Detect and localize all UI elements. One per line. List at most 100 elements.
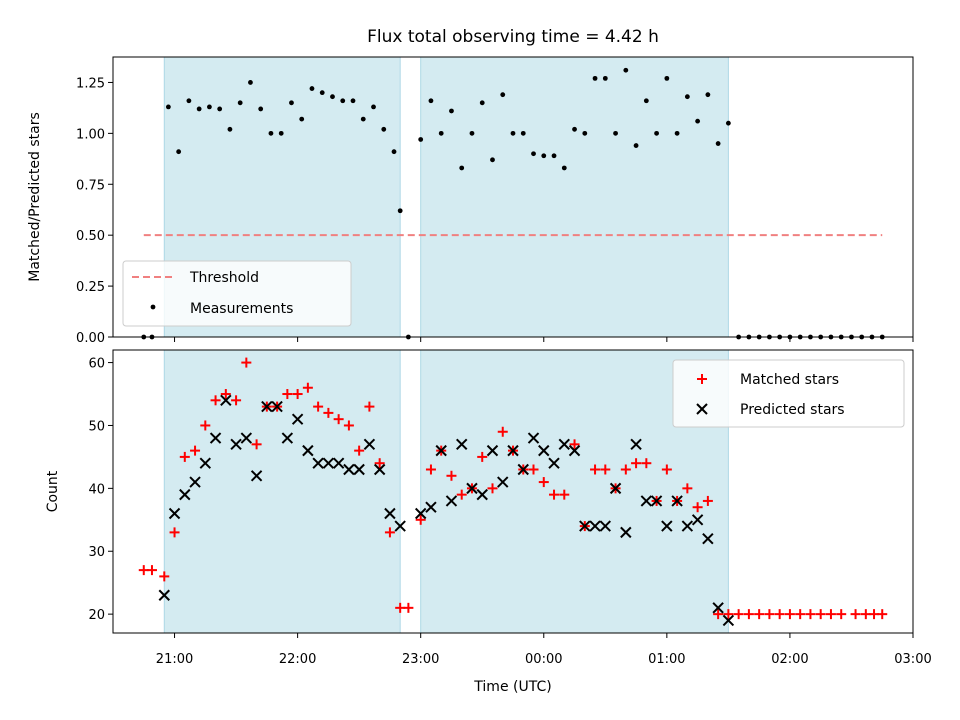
measurement-point [500, 92, 506, 98]
predicted-star-point [497, 476, 509, 488]
matched-star-point [343, 420, 354, 431]
measurement-point [165, 104, 171, 110]
predicted-star-point [414, 507, 427, 520]
count-legend-box [672, 359, 905, 428]
predicted-marker-b [220, 394, 232, 407]
matched-star-point [825, 609, 836, 620]
measurement-point [695, 118, 701, 124]
matched-star-point [169, 527, 180, 538]
matched-star-point [403, 602, 414, 613]
matched-star-point [415, 514, 426, 525]
predicted-star-point [332, 457, 345, 469]
measurement-point [227, 126, 233, 132]
predicted-star-point [312, 457, 324, 469]
predicted-star-point [425, 501, 437, 513]
measurement-point [340, 98, 346, 104]
measurement-point [278, 130, 284, 136]
measurement-point [654, 130, 659, 136]
predicted-marker-b [158, 589, 170, 601]
predicted-marker-b [486, 444, 499, 457]
predicted-marker-b [589, 520, 601, 532]
matched-star-point [384, 527, 395, 538]
predicted-marker-b [630, 438, 642, 451]
matched-star-point [743, 609, 754, 620]
measurement-point [330, 94, 335, 100]
ratio-y-tick-label: 0.50 [76, 229, 105, 244]
predicted-star-point [168, 507, 181, 520]
observing-window-2 [420, 56, 729, 338]
matched-star-point [446, 470, 457, 481]
predicted-star-point [650, 495, 663, 507]
time-x-tick-label: 00:00 [525, 652, 562, 667]
predicted-star-point [661, 520, 673, 532]
predicted-marker-b [291, 413, 304, 425]
matched-star-point [210, 395, 221, 406]
measurement-point [428, 98, 434, 104]
predicted-star-point [476, 488, 488, 501]
time-x-tick-label: 01:00 [648, 652, 685, 667]
matched-star-point [497, 426, 508, 437]
measurement-point [309, 86, 315, 91]
predicted-marker-b [507, 444, 519, 457]
ratio-y-tick-label: 0.00 [76, 331, 105, 346]
predicted-marker-b [681, 520, 694, 532]
matched-star-point [487, 483, 498, 494]
predicted-marker-b [199, 457, 212, 469]
matched-star-point [620, 464, 631, 475]
predicted-marker-b [271, 400, 283, 413]
measurement-point [561, 165, 567, 171]
legend-predicted-label: Predicted stars [740, 402, 845, 418]
matched-star-point [661, 464, 672, 475]
predicted-star-point [456, 438, 468, 451]
matched-star-point [354, 445, 365, 456]
measurement-point [541, 153, 547, 159]
predicted-marker-b [261, 400, 273, 413]
predicted-star-point [281, 432, 294, 444]
predicted-star-point [394, 520, 406, 532]
measurement-point [217, 106, 223, 112]
matched-star-point [641, 458, 652, 469]
matched-star-point [850, 609, 861, 620]
ratio-legend: Threshold Measurements [122, 260, 352, 327]
legend-threshold-label: Threshold [189, 270, 259, 286]
matched-star-point [477, 451, 488, 462]
predicted-marker-b [527, 432, 540, 444]
predicted-star-point [230, 438, 242, 451]
measurement-point [371, 104, 376, 110]
predicted-marker-b [456, 438, 468, 451]
predicted-marker-b [609, 482, 622, 495]
matched-star-point [528, 464, 539, 475]
matched-star-point [241, 357, 252, 368]
observing-window-1 [163, 349, 401, 634]
legend-matched-label: Matched stars [740, 372, 839, 388]
measurement-point [592, 75, 598, 81]
matched-star-point [220, 389, 231, 400]
matched-star-point [374, 458, 385, 469]
measurement-point [623, 67, 629, 73]
measurement-point [633, 143, 639, 148]
predicted-star-point [548, 457, 560, 469]
predicted-star-point [517, 463, 529, 476]
predicted-star-point [209, 432, 222, 444]
predicted-marker-b [425, 501, 437, 513]
matched-star-point [292, 389, 303, 400]
predicted-marker-b [579, 520, 591, 532]
matched-star-point [733, 609, 744, 620]
predicted-marker-b [435, 444, 447, 457]
matched-star-point [590, 464, 601, 475]
measurement-point [207, 104, 212, 110]
ratio-y-tick-label: 0.75 [76, 178, 105, 193]
predicted-marker-b [650, 495, 663, 507]
predicted-marker-b [179, 488, 191, 501]
legend-measurements-label: Measurements [190, 301, 293, 317]
matched-star-point [774, 609, 785, 620]
predicted-star-point [579, 520, 591, 532]
predicted-marker-b [189, 476, 201, 488]
measurement-point [613, 130, 618, 136]
predicted-star-point [630, 438, 642, 451]
measurement-point [674, 130, 680, 136]
predicted-star-point [527, 432, 540, 444]
matched-star-point [815, 609, 826, 620]
matched-star-point [146, 565, 157, 576]
